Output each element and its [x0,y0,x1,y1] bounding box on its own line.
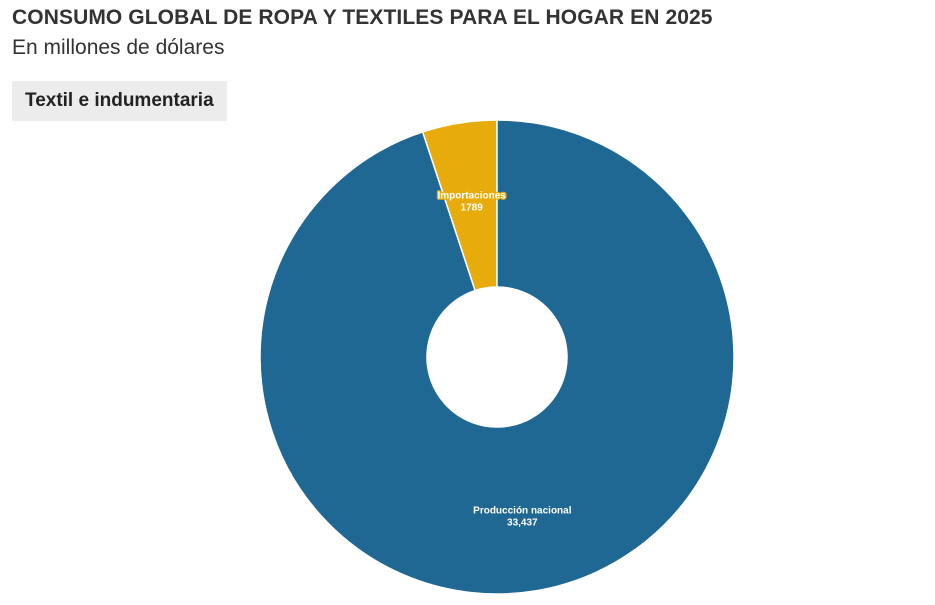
data-label-category: Importaciones [437,191,506,202]
chart-subtitle: En millones de dólares [12,36,225,59]
slice-produccion-nacional[interactable] [259,119,735,595]
chart-title: CONSUMO GLOBAL DE ROPA Y TEXTILES PARA E… [12,6,713,29]
donut-slices [259,119,735,595]
data-label-category: Producción nacional [473,505,572,516]
data-label-importaciones: Importaciones 1789 [437,191,506,214]
data-label-value: 1789 [461,203,484,214]
tab-textil-e-indumentaria[interactable]: Textil e indumentaria [12,81,227,121]
data-label-produccion-nacional: Producción nacional 33,437 [473,505,572,528]
donut-data-labels: Importaciones 1789 Producción nacional 33,4… [436,189,573,530]
data-label-value: 33,437 [507,517,538,528]
